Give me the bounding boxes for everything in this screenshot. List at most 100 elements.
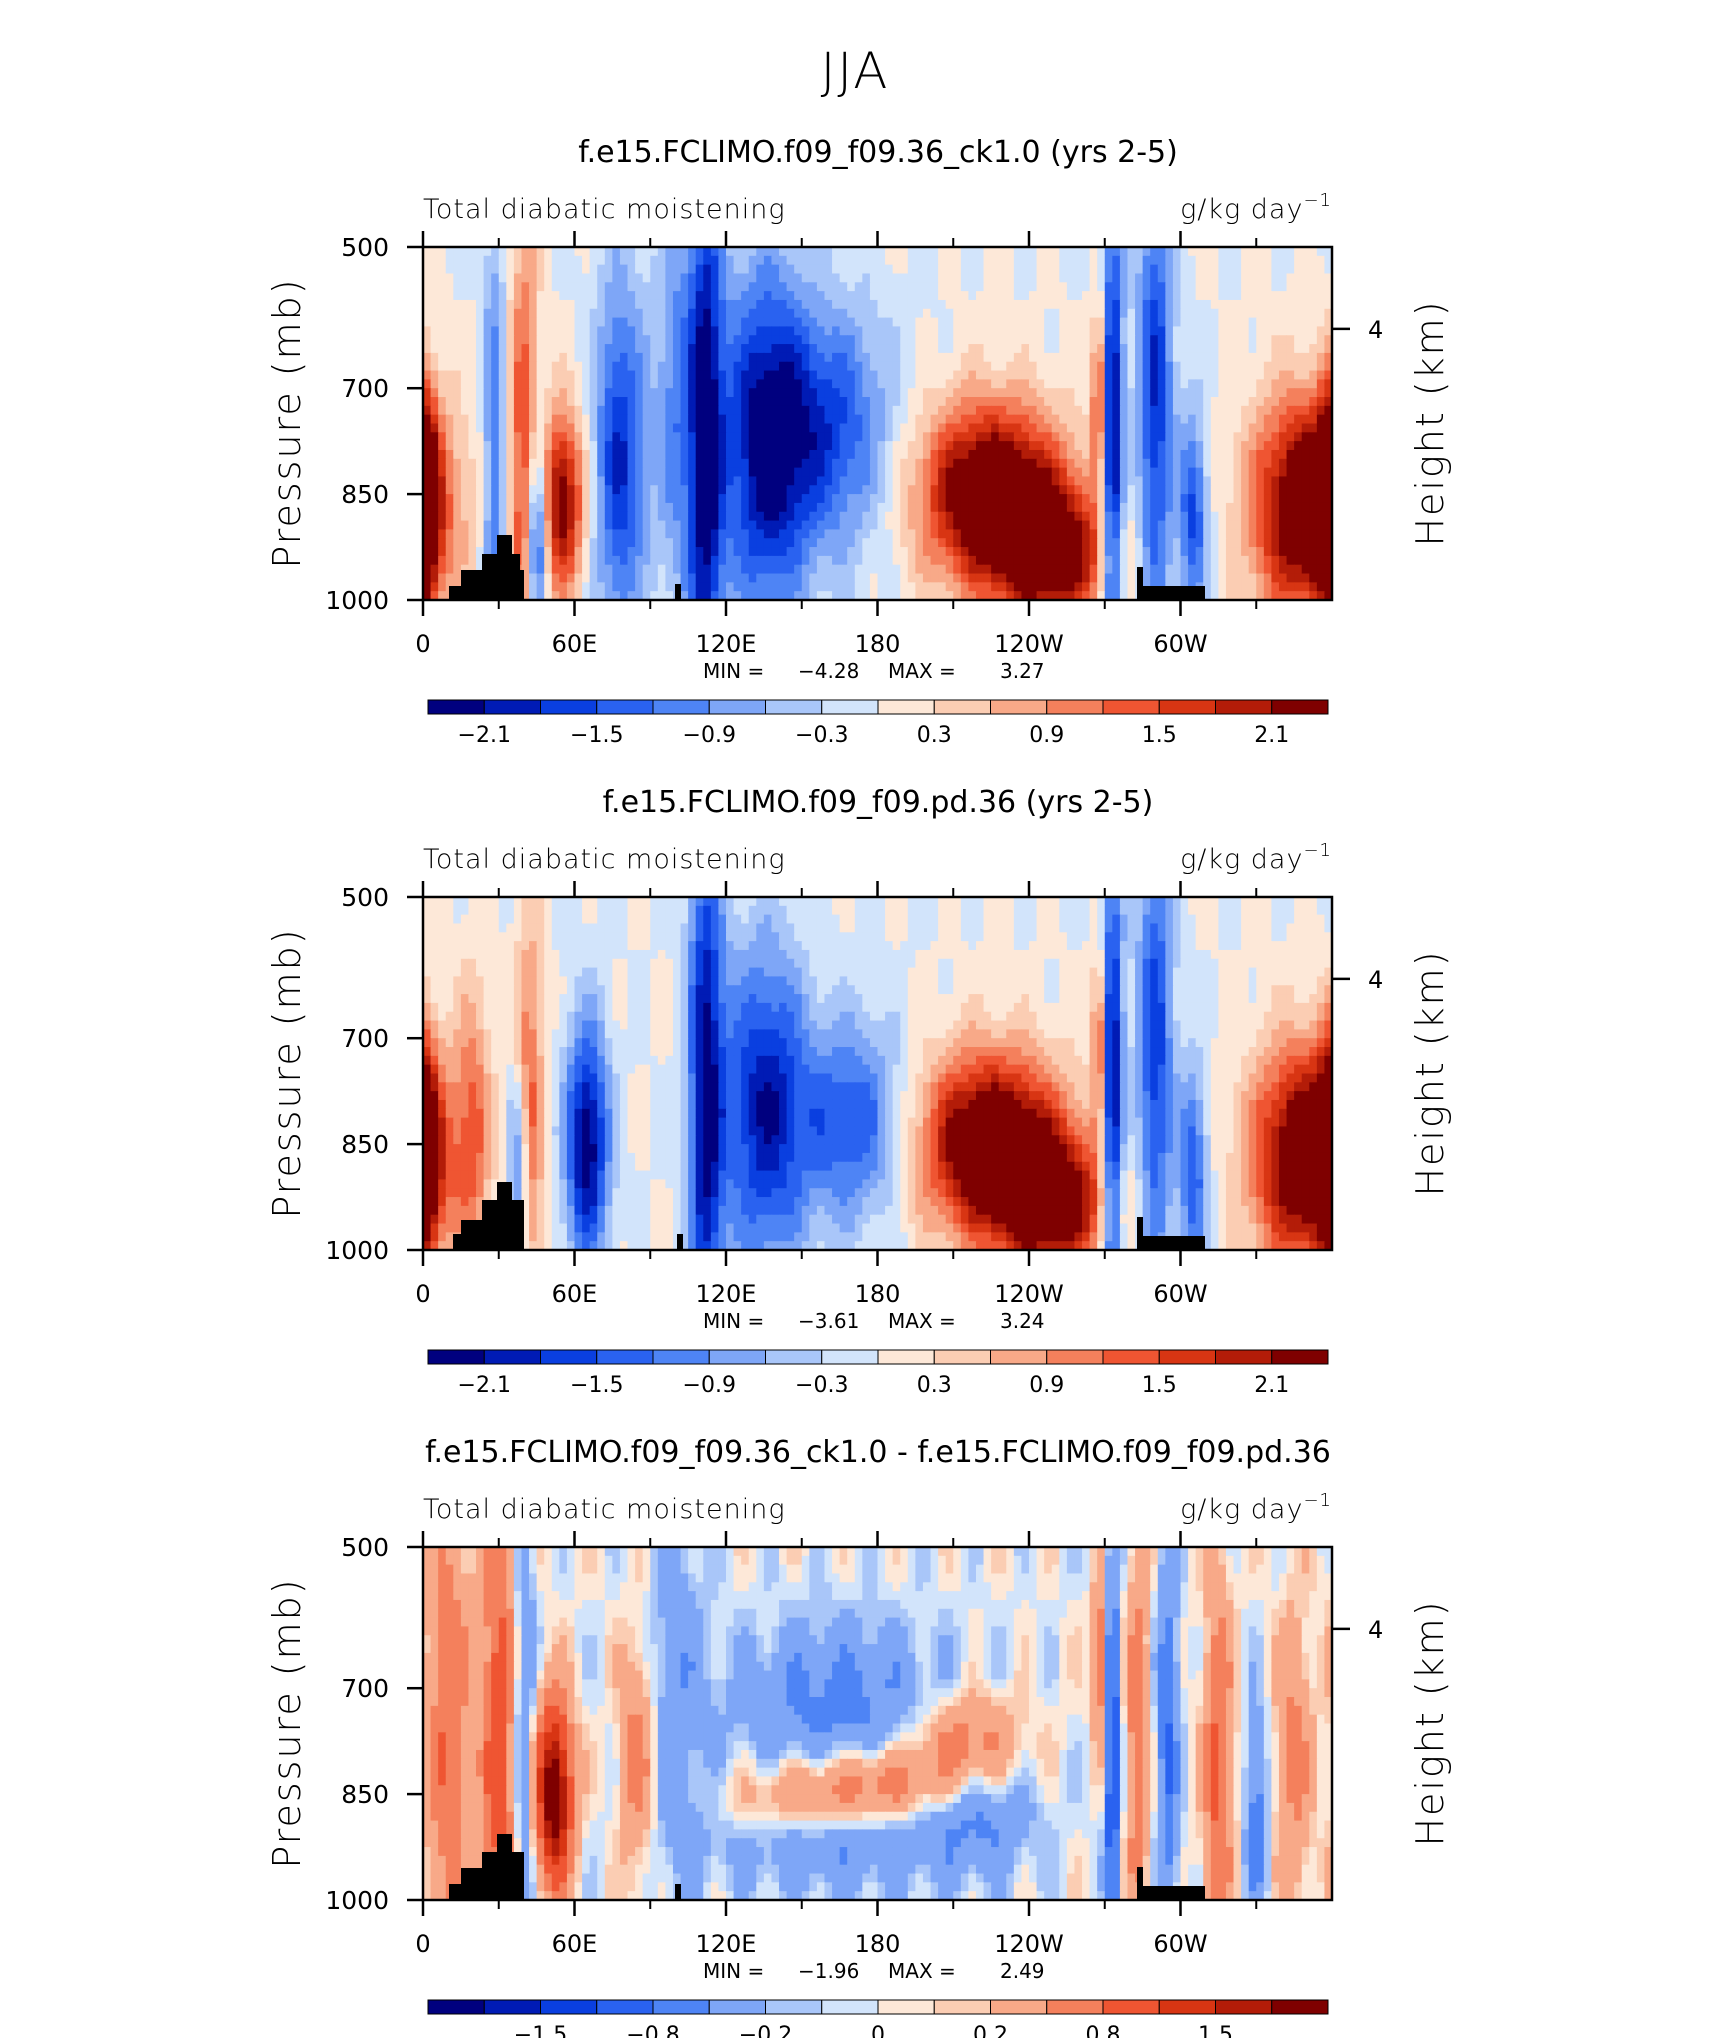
- heatmap-cell: [824, 441, 833, 451]
- heatmap-cell: [1233, 573, 1242, 583]
- heatmap-cell: [1112, 291, 1121, 301]
- heatmap-cell: [938, 897, 947, 907]
- heatmap-cell: [1233, 449, 1242, 460]
- heatmap-cell: [627, 282, 636, 292]
- heatmap-cell: [1119, 326, 1129, 336]
- heatmap-cell: [824, 432, 833, 442]
- heatmap-cell: [1225, 247, 1235, 257]
- heatmap-cell: [839, 247, 848, 257]
- panel-title: f.e15.FCLIMO.f09_f09.36_ck1.0 (yrs 2-5): [578, 135, 1178, 170]
- heatmap-cell: [907, 511, 916, 522]
- heatmap-cell: [642, 520, 651, 530]
- heatmap-cell: [536, 458, 545, 469]
- heatmap-cell: [1135, 291, 1144, 301]
- heatmap-cell: [809, 476, 818, 486]
- heatmap-cell: [635, 247, 644, 257]
- heatmap-cell: [1233, 388, 1242, 398]
- heatmap-cell: [900, 529, 909, 539]
- heatmap-cell: [1029, 414, 1038, 425]
- heatmap-cell: [559, 370, 568, 380]
- heatmap-cell: [1082, 467, 1091, 478]
- heatmap-cell: [922, 388, 932, 398]
- heatmap-cell: [1248, 564, 1257, 575]
- heatmap-cell: [445, 449, 454, 460]
- heatmap-cell: [1263, 494, 1273, 504]
- heatmap-cell: [1180, 273, 1189, 283]
- heatmap-cell: [1059, 344, 1068, 354]
- heatmap-cell: [1195, 282, 1204, 292]
- heatmap-cell: [930, 441, 939, 451]
- heatmap-cell: [468, 476, 477, 486]
- heatmap-cell: [695, 502, 704, 513]
- heatmap-cell: [1021, 273, 1030, 283]
- heatmap-cell: [1188, 476, 1197, 486]
- heatmap-cell: [1195, 897, 1204, 907]
- heatmap-cell: [998, 414, 1007, 425]
- heatmap-cell: [619, 591, 629, 600]
- heatmap-cell: [1089, 247, 1098, 257]
- heatmap-cell: [779, 423, 788, 433]
- heatmap-cell: [1188, 335, 1197, 345]
- heatmap-cell: [1089, 520, 1098, 530]
- heatmap-cell: [763, 370, 773, 380]
- heatmap-cell: [960, 485, 970, 495]
- heatmap-cell: [968, 388, 977, 398]
- heatmap-cell: [1044, 441, 1053, 451]
- heatmap-cell: [869, 485, 879, 495]
- heatmap-cell: [801, 467, 810, 478]
- heatmap-cell: [1271, 573, 1280, 583]
- heatmap-cell: [476, 308, 485, 319]
- heatmap-cell: [816, 282, 826, 292]
- heatmap-cell: [779, 494, 788, 504]
- heatmap-cell: [582, 897, 591, 907]
- heatmap-cell: [832, 467, 841, 478]
- heatmap-cell: [491, 414, 500, 425]
- heatmap-cell: [1218, 476, 1227, 486]
- heatmap-cell: [877, 520, 886, 530]
- heatmap-cell: [718, 282, 727, 292]
- heatmap-cell: [1013, 388, 1023, 398]
- heatmap-cell: [960, 291, 970, 301]
- heatmap-cell: [529, 361, 538, 372]
- heatmap-cell: [718, 273, 727, 283]
- heatmap-cell: [953, 414, 962, 425]
- heatmap-cell: [900, 485, 909, 495]
- heatmap-cell: [983, 361, 992, 372]
- heatmap-cell: [968, 397, 977, 407]
- heatmap-cell: [506, 458, 515, 469]
- heatmap-cell: [968, 511, 977, 522]
- heatmap-cell: [1248, 547, 1257, 557]
- heatmap-cell: [1301, 326, 1310, 336]
- heatmap-cell: [672, 538, 682, 548]
- heatmap-cell: [566, 282, 576, 292]
- heatmap-cell: [582, 405, 591, 416]
- heatmap-cell: [536, 520, 545, 530]
- heatmap-cell: [1195, 255, 1204, 266]
- heatmap-cell: [1059, 591, 1068, 600]
- heatmap-cell: [854, 335, 863, 345]
- heatmap-cell: [1089, 423, 1098, 433]
- heatmap-cell: [1104, 317, 1113, 328]
- heatmap-cell: [476, 299, 485, 310]
- heatmap-cell: [1029, 573, 1038, 583]
- heatmap-cell: [1248, 255, 1257, 266]
- heatmap-cell: [627, 264, 636, 275]
- heatmap-cell: [839, 502, 848, 513]
- heatmap-cell: [1180, 449, 1189, 460]
- heatmap-cell: [1256, 423, 1265, 433]
- heatmap-cell: [529, 282, 538, 292]
- heatmap-cell: [1316, 547, 1326, 557]
- heatmap-cell: [975, 511, 985, 522]
- heatmap-cell: [756, 582, 765, 592]
- heatmap-cell: [1248, 317, 1257, 328]
- heatmap-cell: [1119, 344, 1129, 354]
- heatmap-cell: [574, 555, 583, 566]
- heatmap-cell: [460, 299, 470, 310]
- heatmap-cell: [824, 582, 833, 592]
- heatmap-cell: [476, 432, 485, 442]
- heatmap-cell: [960, 476, 970, 486]
- heatmap-cell: [922, 458, 932, 469]
- heatmap-cell: [847, 511, 856, 522]
- heatmap-cell: [1301, 573, 1310, 583]
- heatmap-cell: [832, 326, 841, 336]
